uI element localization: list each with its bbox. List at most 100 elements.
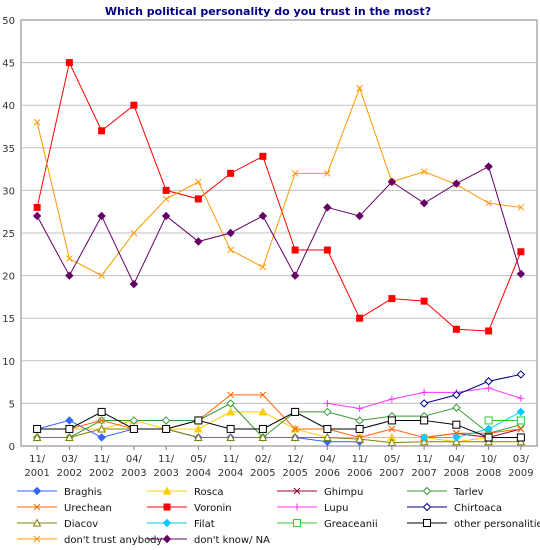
data-point (258, 407, 268, 416)
data-point (355, 424, 364, 433)
data-point (226, 424, 235, 433)
x-tick-label-year: 2003 (121, 468, 146, 479)
data-point (323, 432, 332, 441)
data-point (290, 271, 300, 280)
data-point (291, 425, 299, 433)
data-point (516, 433, 525, 442)
legend-label: don't trust anybody (64, 535, 163, 546)
data-point (194, 416, 203, 425)
legend-label: Greaceanii (324, 519, 378, 530)
x-tick-label-year: 2006 (315, 468, 340, 479)
data-point (420, 297, 428, 305)
x-tick-label-period: 04/ (448, 454, 465, 465)
data-point (161, 416, 171, 425)
grid-lines (21, 62, 537, 404)
data-point (484, 377, 493, 386)
data-point (258, 432, 268, 441)
data-point (387, 177, 397, 187)
series-line (36, 165, 522, 286)
series-line (36, 86, 521, 277)
x-tick-label-period: 11/ (94, 454, 111, 465)
data-point (162, 424, 171, 433)
data-point (453, 429, 460, 437)
legend-label: Chirtoaca (454, 503, 502, 514)
legend-marker (163, 503, 171, 511)
data-point (227, 391, 234, 399)
data-point (195, 178, 202, 186)
data-point (388, 395, 396, 403)
data-point (129, 279, 139, 289)
data-point (161, 211, 171, 221)
legend-item: Chirtoaca (407, 502, 502, 514)
x-tick-label-year: 2008 (476, 468, 501, 479)
data-point (226, 399, 235, 408)
data-point (356, 84, 363, 92)
data-point (355, 416, 364, 425)
data-point (194, 195, 202, 203)
series-9 (419, 407, 526, 442)
data-point (517, 248, 525, 256)
legend-label: Urechean (64, 503, 112, 514)
series-13 (32, 162, 526, 289)
data-point (452, 420, 461, 429)
x-tick-label-year: 2001 (24, 468, 49, 479)
data-point (33, 424, 42, 433)
data-point (98, 272, 105, 279)
data-point (97, 211, 106, 221)
data-point (32, 432, 42, 441)
x-tick-label-period: 05/ (384, 454, 401, 465)
x-tick-label-year: 2004 (186, 468, 211, 479)
y-tick-label: 15 (2, 314, 15, 325)
legend-marker (33, 535, 41, 543)
legend-marker (422, 502, 432, 512)
legend-item: Rosca (147, 486, 223, 498)
x-tick-label-year: 2008 (444, 468, 469, 479)
data-point (452, 433, 461, 442)
legend-label: Tarlev (453, 487, 484, 498)
data-point (419, 198, 429, 208)
data-point (516, 269, 526, 279)
legend-item: Tarlev (407, 486, 484, 498)
data-point (388, 295, 396, 303)
data-point (452, 325, 460, 333)
y-tick-label: 25 (2, 229, 15, 240)
chart-title: Which political personality do you trust… (105, 5, 431, 18)
data-point (97, 433, 106, 442)
data-point (97, 407, 106, 416)
legend-item: Ghimpu (277, 487, 363, 498)
legend-item: Diacov (17, 518, 98, 530)
data-point (420, 168, 428, 176)
data-point (130, 101, 138, 109)
x-tick-label-period: 12/ (287, 454, 304, 465)
data-point (226, 432, 235, 441)
data-point (485, 199, 492, 207)
data-point (130, 229, 138, 237)
y-tick-label: 30 (2, 186, 15, 197)
legend-item: other personalities (407, 519, 540, 530)
data-point (258, 211, 268, 221)
series-7 (419, 370, 526, 408)
x-tick-label-year: 2005 (282, 468, 307, 479)
data-point (484, 424, 493, 434)
series-line (37, 428, 521, 444)
data-point (65, 271, 74, 280)
data-point (323, 407, 332, 417)
data-point (387, 438, 397, 447)
x-tick-label-period: 11/ (416, 454, 433, 465)
y-tick-label: 35 (2, 144, 15, 155)
x-tick-label-year: 2009 (508, 468, 533, 479)
series-line (36, 61, 522, 332)
data-point (484, 416, 493, 425)
x-tick-label-period: 04/ (126, 454, 143, 465)
series-line (423, 373, 521, 404)
data-point (291, 407, 300, 416)
x-tick-label-period: 10/ (481, 454, 498, 465)
legend-item: Braghis (17, 486, 102, 498)
x-tick-label-year: 2007 (411, 468, 436, 479)
legend-item: Filat (147, 518, 215, 530)
series-10 (484, 416, 525, 425)
data-point (356, 405, 364, 413)
data-point (129, 416, 139, 425)
series-12 (33, 84, 525, 279)
data-point (65, 432, 74, 441)
